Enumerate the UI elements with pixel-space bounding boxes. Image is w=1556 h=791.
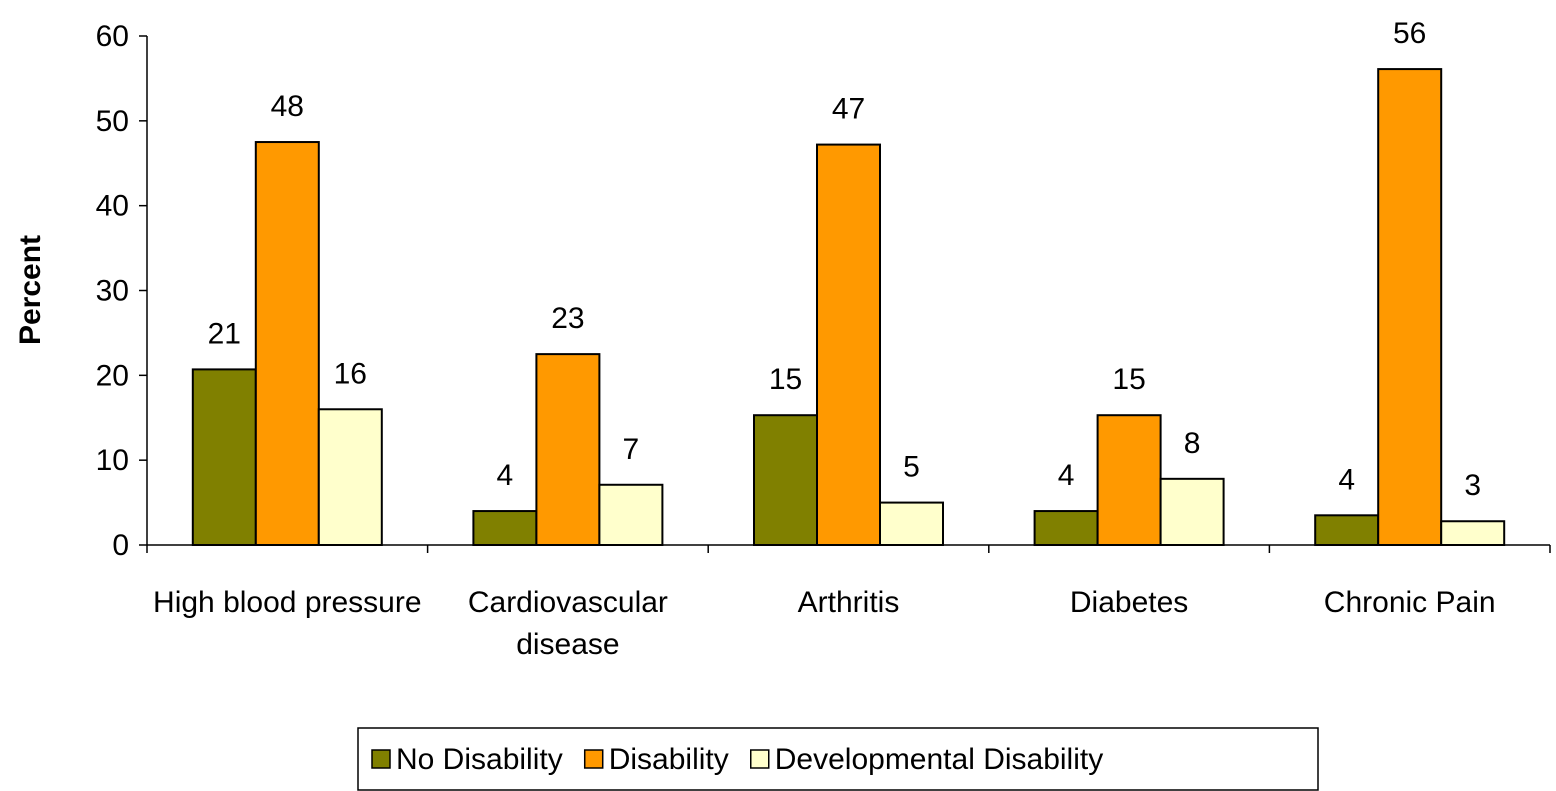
y-tick-label: 60 [96,20,129,53]
y-tick-label: 30 [96,275,129,308]
bar [472,510,538,547]
legend-swatch [371,749,391,769]
legend-box [357,727,1319,791]
bar [1159,477,1225,546]
bar [191,368,257,546]
data-label: 4 [1338,463,1355,496]
data-label: 15 [1112,363,1145,396]
legend-label: Disability [609,743,729,776]
y-tick-label: 50 [96,105,129,138]
data-label: 15 [769,363,802,396]
data-label: 23 [551,302,584,335]
data-label: 4 [497,459,514,492]
data-label: 8 [1184,427,1201,460]
bar [879,501,944,547]
legend-label: No Disability [396,743,563,776]
bar [753,414,818,546]
bar [816,143,881,546]
bar [1377,68,1443,547]
legend-label: Developmental Disability [775,743,1103,776]
y-tick-label: 20 [96,359,129,392]
data-label: 47 [832,93,865,126]
bar [1440,520,1506,546]
data-label: 5 [903,451,920,484]
data-label: 21 [208,317,241,350]
x-tick-label: Arthritis [797,586,900,619]
bar [1096,414,1162,546]
bar [254,141,320,547]
bar [535,353,601,546]
x-tick-label: Chronic Pain [1323,586,1496,619]
data-label: 7 [623,433,640,466]
x-tick-label: Diabetes [1069,586,1189,619]
bar [317,408,383,546]
data-label: 3 [1464,469,1481,502]
y-tick-label: 40 [96,190,129,223]
bar [598,483,664,547]
data-label: 56 [1393,17,1426,50]
y-tick-label: 0 [112,529,129,562]
x-tick-label: High blood pressure [153,586,422,619]
bar [1314,514,1380,547]
data-label: 4 [1058,459,1075,492]
legend-swatch [750,749,770,769]
y-tick-label: 10 [96,444,129,477]
x-tick-label: Cardiovascular disease [467,586,668,661]
data-label: 48 [271,90,304,123]
data-label: 16 [334,357,367,390]
y-axis-label: Percent [14,235,47,345]
bar [1033,510,1099,547]
legend-swatch [583,749,604,769]
